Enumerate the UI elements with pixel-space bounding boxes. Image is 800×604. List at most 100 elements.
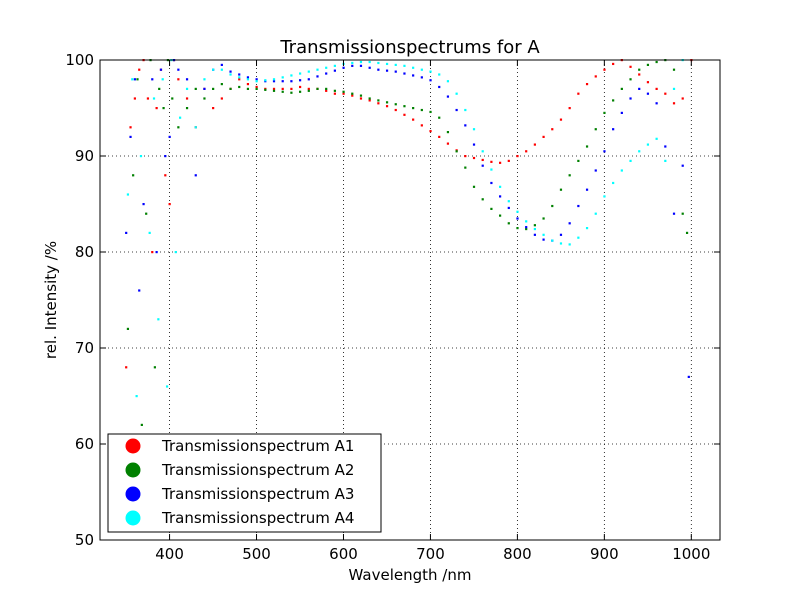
data-point	[612, 62, 615, 66]
data-point	[246, 78, 250, 81]
data-point	[246, 83, 250, 86]
data-point	[568, 107, 571, 110]
data-point	[664, 159, 667, 162]
data-point	[490, 160, 493, 163]
data-point	[638, 68, 641, 71]
data-point	[559, 188, 563, 191]
data-point	[255, 78, 258, 81]
legend: Transmissionspectrum A1 Transmissionspect…	[107, 433, 382, 533]
data-point	[420, 108, 423, 112]
data-point	[185, 107, 189, 110]
data-point	[559, 233, 563, 236]
data-point	[281, 90, 284, 93]
data-point	[385, 105, 389, 108]
data-point	[351, 92, 354, 95]
data-point	[681, 164, 684, 167]
data-point	[377, 102, 380, 105]
data-point	[403, 113, 406, 116]
data-point	[559, 118, 563, 121]
data-point	[185, 87, 189, 90]
data-point	[681, 97, 684, 100]
data-point	[594, 212, 597, 215]
data-point	[220, 83, 223, 86]
x-tick-label: 900	[590, 545, 619, 563]
data-point	[507, 200, 510, 203]
x-tick-label: 800	[503, 545, 532, 563]
data-point	[577, 204, 580, 208]
data-point	[290, 80, 293, 83]
data-point	[140, 423, 143, 426]
data-point	[333, 92, 336, 95]
data-point	[499, 185, 502, 188]
data-point	[533, 143, 536, 146]
y-axis-label: rel. Intensity /%	[42, 241, 60, 359]
data-point	[333, 69, 336, 72]
x-tick-label: 600	[329, 545, 358, 563]
x-axis-label: Wavelength /nm	[349, 566, 472, 584]
y-tick-label: 70	[75, 339, 94, 357]
data-point	[255, 87, 258, 90]
data-point	[481, 150, 484, 153]
data-point	[131, 78, 134, 81]
data-point	[325, 89, 328, 92]
data-point	[299, 72, 302, 75]
data-point	[525, 227, 528, 231]
data-point	[152, 97, 156, 100]
data-point	[126, 327, 130, 330]
data-point	[142, 203, 145, 206]
data-point	[246, 76, 250, 79]
data-point	[333, 64, 336, 67]
data-point	[162, 107, 165, 110]
data-point	[281, 87, 284, 90]
data-point	[525, 226, 528, 229]
data-point	[272, 80, 276, 83]
data-point	[490, 168, 493, 171]
data-point	[168, 203, 171, 206]
data-point	[290, 87, 293, 90]
data-point	[238, 78, 241, 81]
data-point	[177, 126, 180, 129]
legend-label: Transmissionspectrum A2	[161, 461, 354, 479]
data-point	[203, 78, 206, 81]
data-point	[394, 108, 397, 112]
data-point	[368, 60, 371, 64]
data-point	[246, 87, 250, 90]
data-point	[446, 131, 450, 134]
data-point	[472, 143, 476, 146]
data-point	[603, 195, 606, 198]
data-point	[516, 155, 519, 158]
data-point	[351, 64, 354, 67]
data-point	[577, 236, 580, 239]
data-point	[594, 169, 597, 172]
data-point	[472, 128, 476, 131]
data-point	[168, 135, 171, 138]
data-point	[185, 78, 189, 81]
data-point	[681, 212, 684, 215]
data-point	[585, 227, 589, 230]
data-point	[585, 83, 589, 86]
data-point	[377, 99, 380, 102]
data-point	[325, 66, 328, 69]
data-point	[229, 87, 232, 90]
x-tick-labels: 400 500 600 700 800 900 1000	[155, 545, 710, 563]
data-point	[687, 375, 690, 378]
data-point	[672, 87, 676, 90]
data-point	[153, 366, 156, 369]
data-point	[412, 107, 415, 110]
data-point	[307, 78, 310, 81]
data-point	[577, 92, 580, 95]
data-point	[151, 78, 154, 81]
data-point	[165, 385, 169, 388]
data-point	[516, 210, 519, 213]
data-point	[472, 185, 476, 188]
data-point	[342, 92, 345, 95]
data-point	[229, 73, 232, 76]
data-point	[629, 65, 632, 68]
data-point	[394, 63, 397, 66]
data-point	[507, 222, 510, 225]
data-point	[164, 174, 167, 177]
data-point	[438, 116, 441, 119]
data-point	[559, 242, 563, 245]
data-point	[161, 78, 164, 81]
data-point	[359, 97, 363, 100]
